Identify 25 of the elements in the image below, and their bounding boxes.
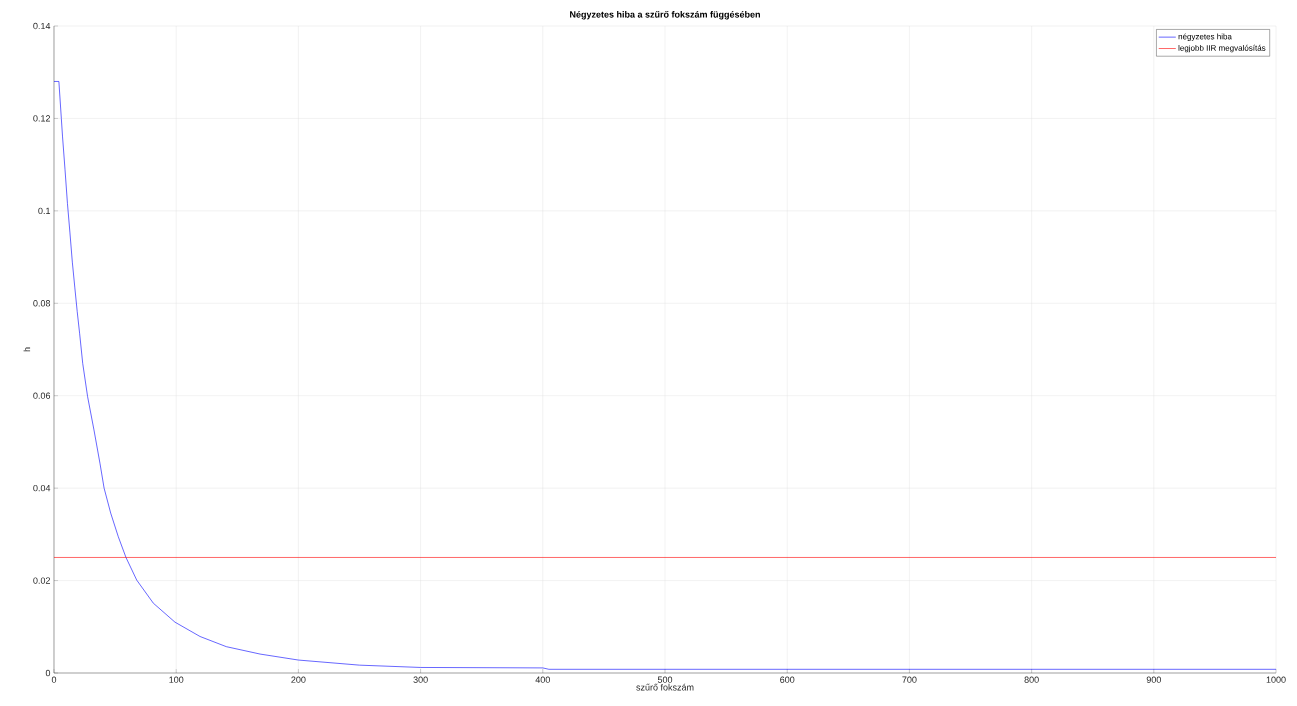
y-tick-label: 0.14	[33, 22, 51, 30]
x-tick-label: 100	[169, 676, 184, 683]
legend-label: legjobb IIR megvalósítás	[1178, 44, 1266, 53]
y-tick-label: 0.02	[33, 577, 51, 584]
y-tick-label: 0.06	[33, 392, 51, 399]
chart-title: Négyzetes hiba a szűrő fokszám függésében	[570, 10, 760, 20]
x-tick-label: 200	[291, 676, 306, 683]
y-tick-label: 0.08	[33, 300, 51, 307]
x-tick-label: 700	[902, 676, 917, 683]
x-axis-title: szűrő fokszám	[636, 683, 694, 691]
x-tick-label: 800	[1024, 676, 1039, 683]
line-series	[53, 81, 1277, 670]
x-tick-label: 400	[535, 676, 550, 683]
y-tick-label: 0.12	[33, 115, 51, 122]
x-tick-label: 0	[51, 676, 57, 683]
y-tick-label: 0	[45, 669, 51, 677]
y-tick-label: 0.1	[38, 207, 51, 215]
y-axis-title: h	[23, 347, 31, 352]
x-tick-label: 900	[1146, 676, 1161, 683]
x-tick-label: 600	[780, 676, 795, 683]
y-tick-label: 0.04	[33, 484, 51, 492]
x-tick-label: 300	[413, 676, 428, 683]
legend-label: négyzetes hiba	[1178, 33, 1232, 41]
x-tick-label: 1000	[1266, 676, 1286, 683]
x-tick-label: 500	[657, 676, 673, 683]
